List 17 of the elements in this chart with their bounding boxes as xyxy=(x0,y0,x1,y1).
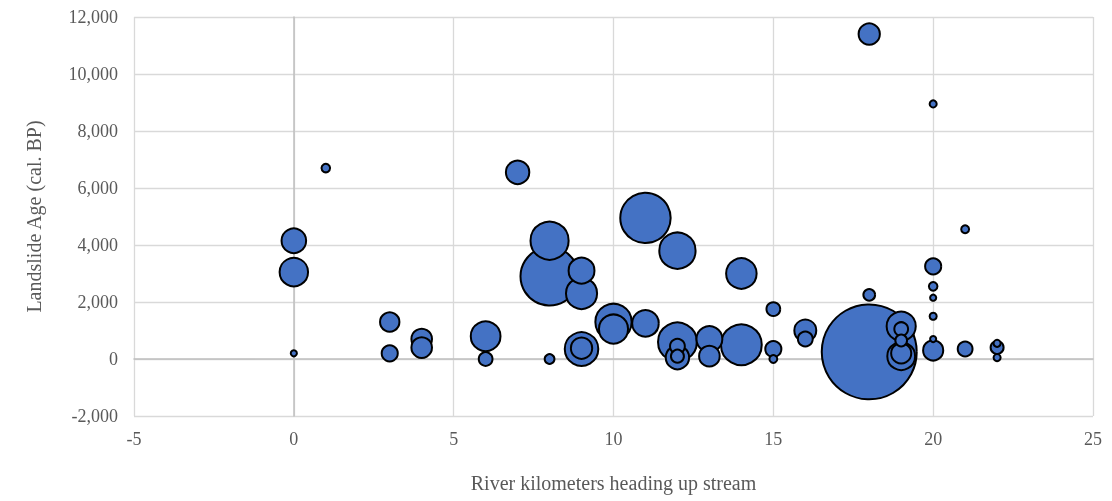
x-tick-label: 25 xyxy=(1084,429,1102,449)
y-tick-label: 10,000 xyxy=(68,64,118,84)
x-tick-label: 5 xyxy=(449,429,459,449)
x-tick-label: -5 xyxy=(126,429,142,449)
y-tick-label: 0 xyxy=(109,349,118,369)
y-tick-label: 12,000 xyxy=(68,7,118,27)
x-tick-label: 20 xyxy=(924,429,943,449)
x-tick-label: 15 xyxy=(764,429,783,449)
y-tick-label: -2,000 xyxy=(71,406,118,426)
y-tick-label: 6,000 xyxy=(77,178,118,198)
y-axis-title: Landslide Age (cal. BP) xyxy=(23,120,46,313)
x-axis-title: River kilometers heading up stream xyxy=(470,472,757,495)
x-tick-label: 0 xyxy=(289,429,299,449)
y-tick-label: 4,000 xyxy=(77,235,118,255)
x-tick-label: 10 xyxy=(604,429,623,449)
y-tick-label: 2,000 xyxy=(77,292,118,312)
y-tick-label: 8,000 xyxy=(77,121,118,141)
